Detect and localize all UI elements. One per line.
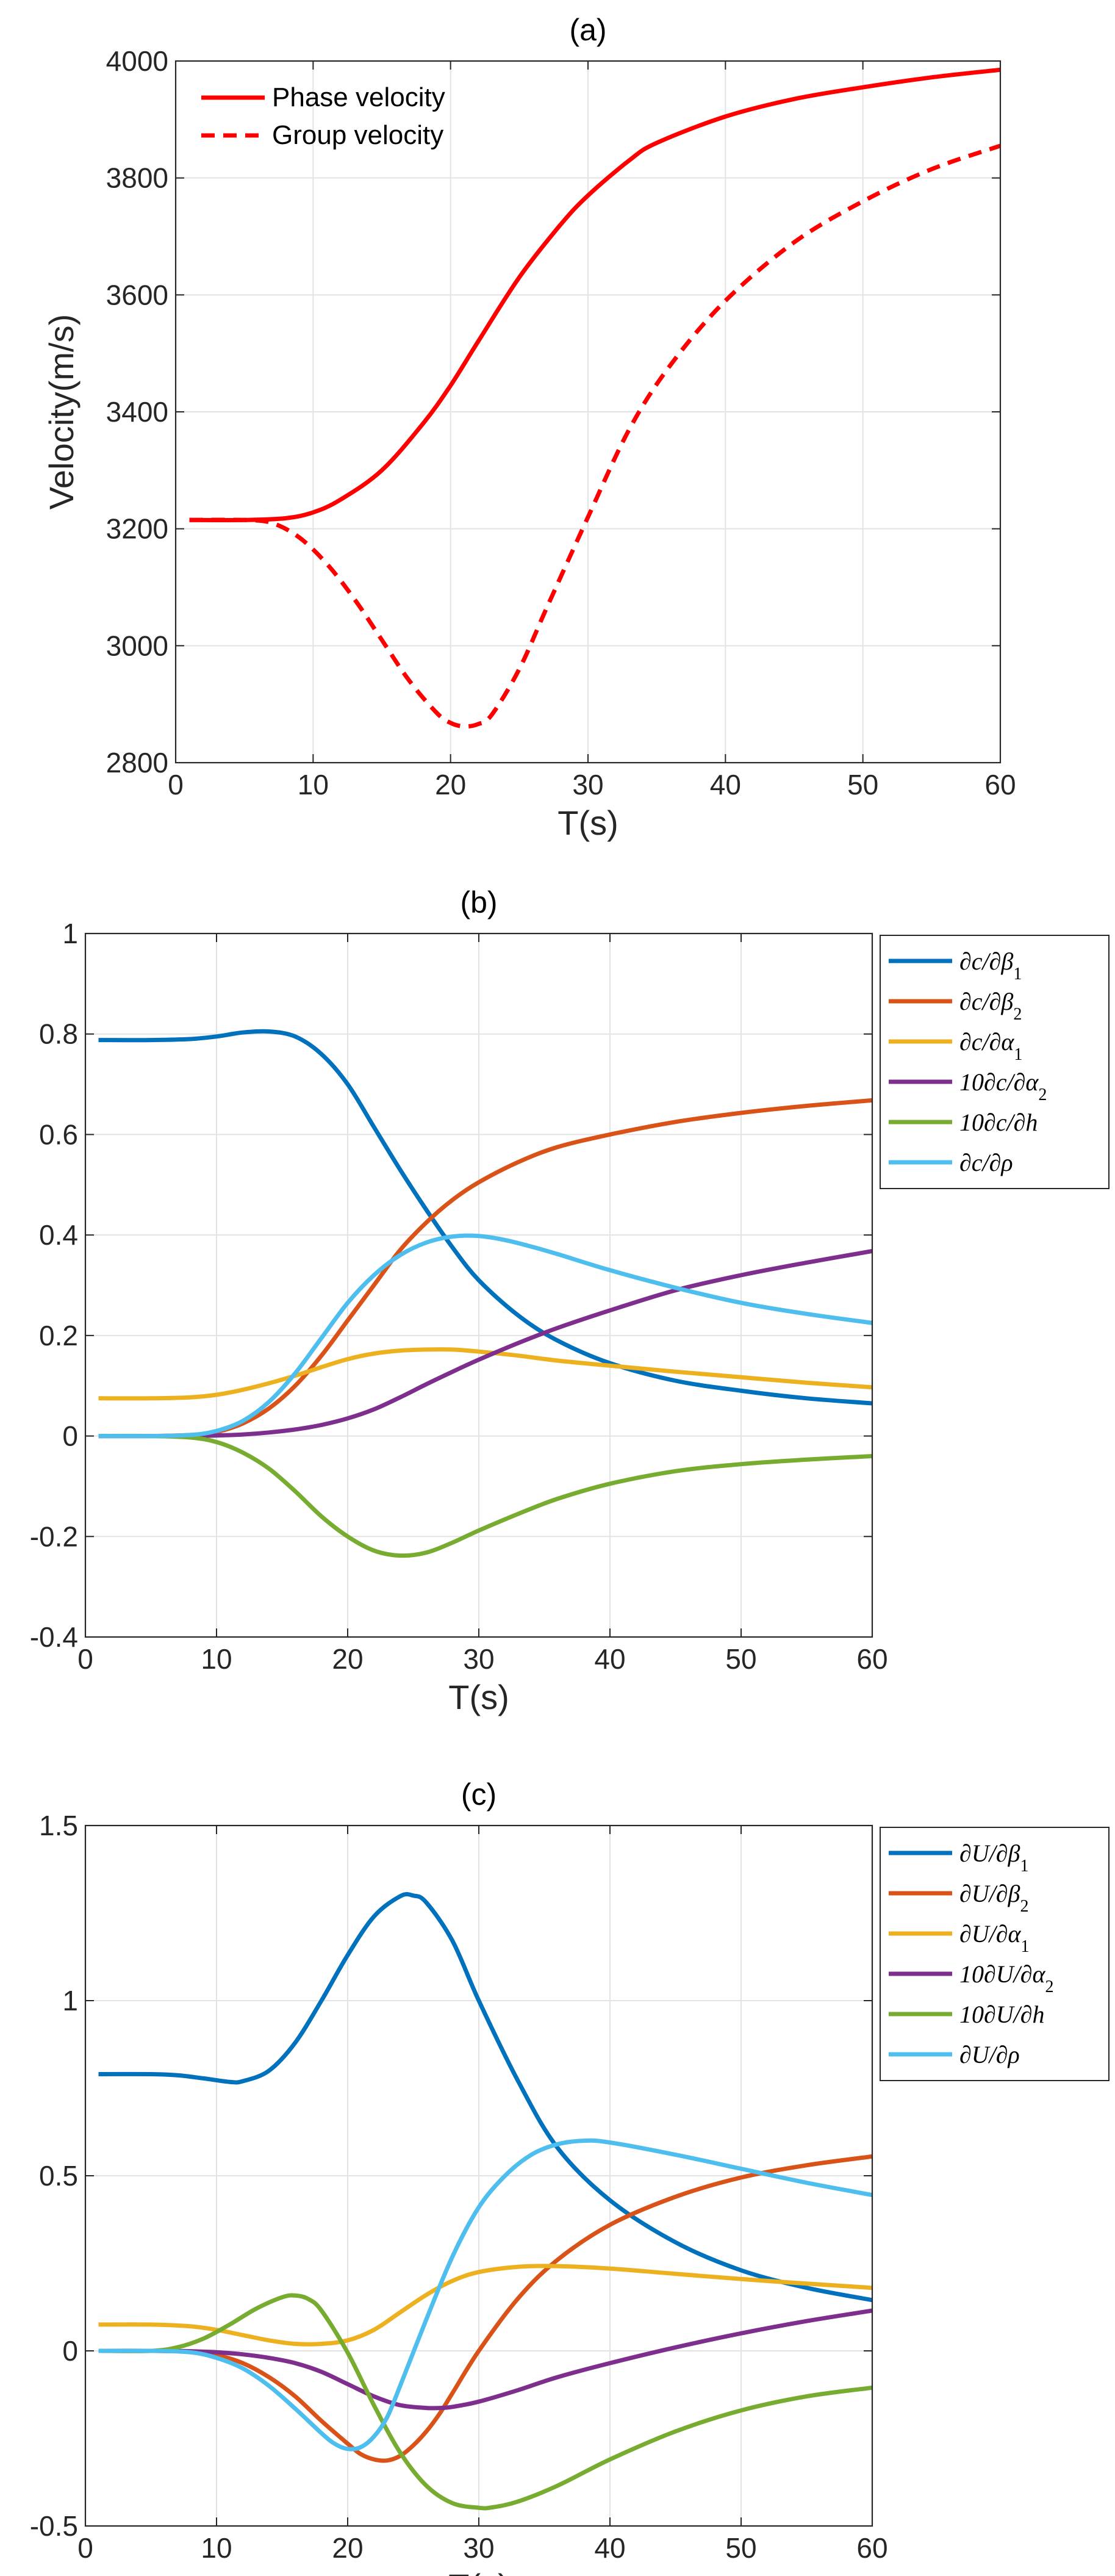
x-tick-label: 40 bbox=[594, 2532, 625, 2564]
legend-label: ∂c/∂β2 bbox=[959, 988, 1022, 1024]
legend: Phase velocity Group velocity bbox=[201, 82, 445, 150]
y-tick-label: -0.4 bbox=[30, 1621, 78, 1653]
legend-label: Phase velocity bbox=[272, 82, 445, 112]
x-tick-label: 10 bbox=[201, 1643, 232, 1675]
x-tick-label: 40 bbox=[710, 769, 741, 801]
y-tick-label: 3800 bbox=[106, 162, 168, 194]
x-tick-label: 60 bbox=[856, 2532, 887, 2564]
y-tick-label: -0.2 bbox=[30, 1520, 78, 1552]
y-tick-label: 3400 bbox=[106, 396, 168, 428]
series-line-c-4 bbox=[98, 2293, 872, 2511]
chart-title: (c) bbox=[461, 1777, 497, 1811]
y-tick-label: 0.4 bbox=[39, 1219, 78, 1251]
y-tick-label: 2800 bbox=[106, 747, 168, 779]
y-tick-label: 4000 bbox=[106, 45, 168, 77]
x-tick-label: 0 bbox=[77, 2532, 93, 2564]
legend-label: ∂U/∂β2 bbox=[959, 1880, 1028, 1916]
series-line-b-5 bbox=[98, 1233, 872, 1439]
x-tick-label: 0 bbox=[77, 1643, 93, 1675]
x-tick-label: 30 bbox=[463, 2532, 494, 2564]
y-tick-label: 0.6 bbox=[39, 1118, 78, 1150]
x-tick-label: 50 bbox=[847, 769, 878, 801]
legend: ∂U/∂β1 ∂U/∂β2 ∂U/∂α1 10∂U/∂α2 10∂U/∂h ∂U/∂ρ bbox=[880, 1827, 1110, 2081]
y-tick-label: 1 bbox=[62, 1985, 78, 2017]
y-tick-label: -0.5 bbox=[30, 2510, 78, 2542]
x-tick-label: 50 bbox=[725, 2532, 756, 2564]
series-line-c-2 bbox=[98, 2264, 872, 2347]
x-tick-label: 10 bbox=[298, 769, 329, 801]
y-tick-label: 3600 bbox=[106, 279, 168, 311]
chart-title: (b) bbox=[460, 885, 497, 919]
y-tick-label: 0 bbox=[62, 2335, 78, 2367]
x-tick-label: 10 bbox=[201, 2532, 232, 2564]
y-tick-label: 3000 bbox=[106, 630, 168, 661]
legend-label: 10∂c/∂h bbox=[959, 1109, 1038, 1136]
x-tick-label: 50 bbox=[725, 1643, 756, 1675]
series-line-c-1 bbox=[98, 2154, 872, 2463]
x-tick-label: 40 bbox=[594, 1643, 625, 1675]
legend-label: ∂U/∂α1 bbox=[959, 1920, 1030, 1956]
legend-label: ∂c/∂α1 bbox=[959, 1028, 1022, 1064]
legend-box bbox=[880, 1827, 1110, 2081]
x-tick-label: 0 bbox=[168, 769, 184, 801]
legend-label: ∂U/∂β1 bbox=[959, 1840, 1028, 1876]
series-line-a-0 bbox=[189, 67, 1000, 523]
x-tick-label: 60 bbox=[984, 769, 1016, 801]
y-tick-label: 0 bbox=[62, 1420, 78, 1452]
legend-label: ∂c/∂β1 bbox=[959, 948, 1022, 984]
legend-label: Group velocity bbox=[272, 120, 443, 150]
legend-label: ∂c/∂ρ bbox=[959, 1149, 1013, 1176]
y-tick-label: 3200 bbox=[106, 513, 168, 545]
legend-label: 10∂U/∂α2 bbox=[959, 1960, 1054, 1996]
series-line-b-4 bbox=[98, 1433, 872, 1558]
x-axis-label: T(s) bbox=[558, 804, 618, 842]
y-axis-label: Velocity(m/s) bbox=[42, 314, 81, 510]
y-tick-label: 1.5 bbox=[39, 1810, 78, 1841]
series-line-b-0 bbox=[98, 1029, 872, 1406]
legend-label: 10∂c/∂α2 bbox=[959, 1068, 1047, 1104]
series-line-c-3 bbox=[98, 2308, 872, 2411]
series-group bbox=[98, 1892, 872, 2511]
legend-label: ∂U/∂ρ bbox=[959, 2041, 1020, 2068]
x-axis-label: T(s) bbox=[448, 1678, 509, 1716]
y-tick-label: 0.2 bbox=[39, 1320, 78, 1351]
y-tick-label: 1 bbox=[62, 918, 78, 949]
chart-panel-b: 0 10 20 30 40 50 60 -0.4 -0.2 0 0.2 0.4 0.6 0.8 1 (b) T(… bbox=[30, 885, 1110, 1716]
series-line-b-2 bbox=[98, 1347, 872, 1401]
x-tick-label: 30 bbox=[572, 769, 603, 801]
series-line-c-5 bbox=[98, 2138, 872, 2452]
series-line-a-1 bbox=[189, 143, 1000, 729]
chart-panel-c: 0102030405060-0.500.511.5(c)T(s)∂U/∂β1∂U… bbox=[30, 1777, 1110, 2576]
chart-panel-a: 0 10 20 30 40 50 60 2800 3000 3200 3400 3600 3800 400… bbox=[42, 13, 1016, 842]
y-tick-label: 0.5 bbox=[39, 2160, 78, 2192]
chart-title: (a) bbox=[569, 13, 606, 47]
x-tick-label: 60 bbox=[856, 1643, 887, 1675]
series-line-c-0 bbox=[98, 1892, 872, 2303]
legend-label: 10∂U/∂h bbox=[959, 2001, 1045, 2028]
x-tick-label: 30 bbox=[463, 1643, 494, 1675]
x-axis-label: T(s) bbox=[448, 2567, 509, 2576]
x-tick-label: 20 bbox=[332, 2532, 363, 2564]
x-tick-label: 20 bbox=[435, 769, 466, 801]
legend-box bbox=[880, 935, 1110, 1189]
legend: ∂c/∂β1 ∂c/∂β2 ∂c/∂α1 10∂c/∂α2 10∂c/∂h ∂c/∂ρ bbox=[880, 935, 1110, 1189]
y-tick-label: 0.8 bbox=[39, 1018, 78, 1050]
x-tick-label: 20 bbox=[332, 1643, 363, 1675]
series-group bbox=[98, 1029, 872, 1558]
series-group bbox=[189, 67, 1000, 729]
